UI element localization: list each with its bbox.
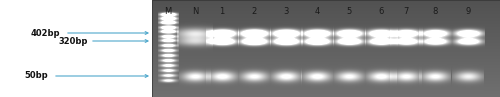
Text: 3: 3 [284, 7, 288, 16]
Text: 5: 5 [346, 7, 352, 16]
Text: M: M [164, 7, 172, 16]
Text: 9: 9 [466, 7, 470, 16]
Text: 7: 7 [404, 7, 408, 16]
Text: 320bp: 320bp [58, 36, 88, 45]
Bar [152, 0, 500, 97]
Text: 4: 4 [314, 7, 320, 16]
Text: 402bp: 402bp [30, 29, 60, 38]
Text: 50bp: 50bp [24, 71, 48, 81]
Text: 1: 1 [220, 7, 224, 16]
Text: N: N [192, 7, 198, 16]
Text: 2: 2 [252, 7, 256, 16]
Text: 8: 8 [432, 7, 438, 16]
Text: 6: 6 [378, 7, 384, 16]
